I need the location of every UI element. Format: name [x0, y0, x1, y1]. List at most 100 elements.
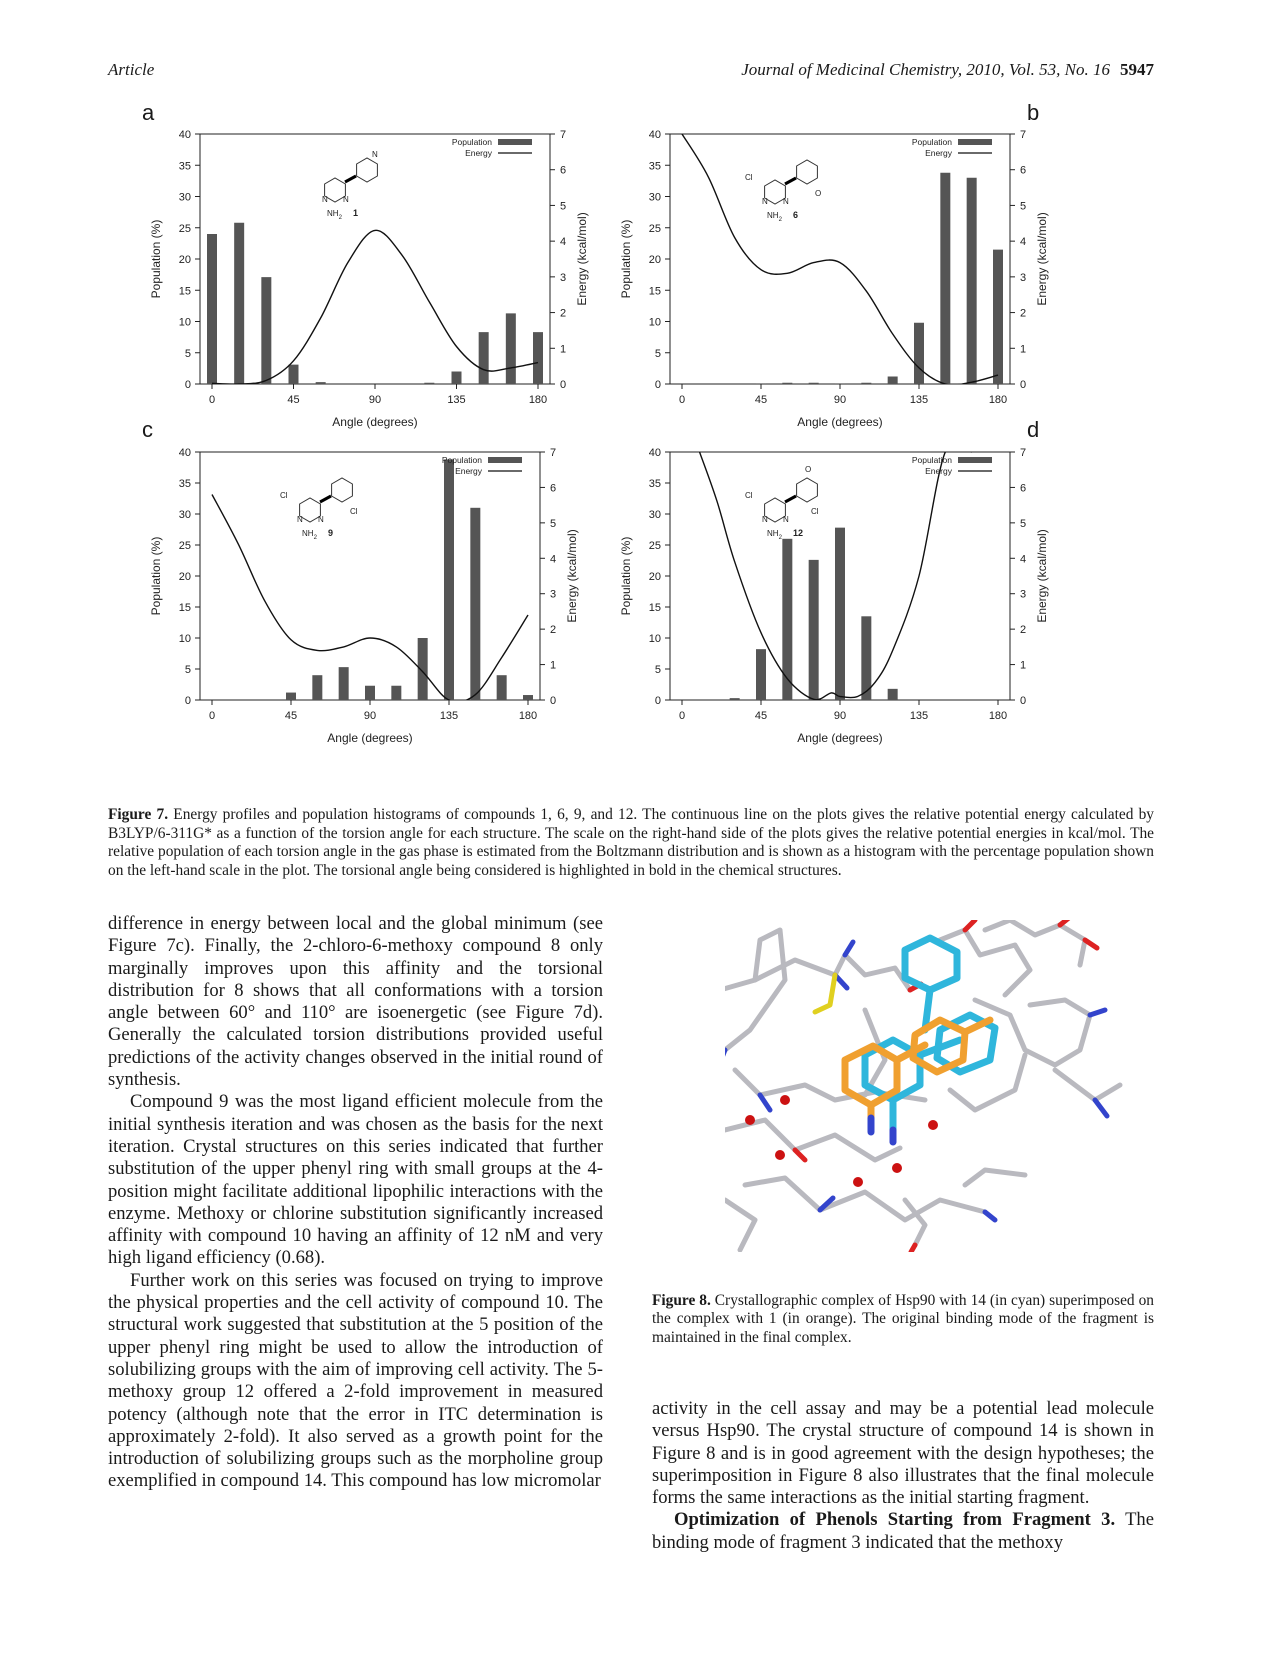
- legend-swatch-population: [958, 457, 992, 463]
- oxygen-label: O: [805, 465, 811, 474]
- population-bar: [756, 649, 766, 700]
- x-tick-label: 180: [519, 710, 537, 722]
- x-tick-label: 90: [834, 710, 846, 722]
- population-bar: [338, 667, 349, 700]
- panel-letter-a: a: [142, 100, 155, 125]
- amine-subscript: 2: [779, 217, 783, 223]
- y-left-tick-label: 10: [649, 633, 661, 645]
- population-bar: [914, 322, 924, 384]
- y-left-tick-label: 15: [179, 602, 191, 614]
- y-left-tick-label: 5: [655, 664, 661, 676]
- plot-frame: [199, 451, 541, 701]
- population-bar: [496, 675, 507, 700]
- upper-ring: [796, 477, 818, 503]
- population-bar: [505, 313, 516, 384]
- y-left-tick-label: 25: [649, 223, 661, 235]
- journal-name: Journal of Medicinal Chemistry, 2010, Vo…: [741, 60, 1110, 79]
- y-right-tick-label: 7: [1020, 129, 1026, 141]
- energy-line: [211, 229, 539, 384]
- population-bar: [729, 698, 740, 700]
- amine-label: NH2: [767, 529, 783, 541]
- x-tick-label: 135: [910, 710, 928, 722]
- y-left-tick-label: 25: [649, 540, 661, 552]
- y-left-tick-label: 35: [179, 160, 191, 172]
- pyrimidine-ring: [324, 177, 346, 203]
- ring-nitrogen-label: N: [318, 515, 324, 524]
- figure8-caption: Figure 8. Crystallographic complex of Hs…: [652, 1292, 1154, 1347]
- y-left-tick-label: 30: [649, 509, 661, 521]
- population-bar: [286, 692, 296, 700]
- energy-line: [698, 452, 972, 700]
- y-left-tick-label: 20: [179, 254, 191, 266]
- y-left-tick-label: 20: [649, 571, 661, 583]
- amine-subscript: 2: [779, 535, 783, 541]
- x-tick-label: 180: [529, 394, 547, 406]
- y-left-tick-label: 0: [655, 379, 661, 391]
- section-heading: Optimization of Phenols Starting from Fr…: [674, 1509, 1116, 1531]
- population-bar: [451, 371, 462, 384]
- compound-number-label: 1: [353, 208, 358, 218]
- right-paragraph-2: Optimization of Phenols Starting from Fr…: [652, 1509, 1154, 1554]
- population-bar: [835, 527, 845, 700]
- y-right-tick-label: 5: [550, 518, 556, 530]
- amine-label: NH2: [327, 209, 343, 221]
- legend-swatch-population: [498, 139, 532, 145]
- y-left-tick-label: 0: [655, 695, 661, 707]
- amine-label: NH2: [302, 529, 318, 541]
- y-right-tick-label: 6: [1020, 165, 1026, 177]
- torsion-bond-bold: [784, 176, 797, 186]
- legend-label-energy: Energy: [465, 148, 493, 158]
- y-left-tick-label: 5: [655, 348, 661, 360]
- y-axis-label-left: Population (%): [619, 220, 633, 299]
- population-bar: [782, 382, 793, 384]
- ligand-amine-nitrogen: [867, 1114, 897, 1146]
- y-left-tick-label: 0: [185, 379, 191, 391]
- population-bar: [523, 695, 533, 700]
- pyrimidine-ring: [764, 497, 786, 523]
- population-bar: [782, 538, 793, 700]
- right-paragraph-1: activity in the cell assay and may be a …: [652, 1398, 1154, 1509]
- x-axis-label: Angle (degrees): [797, 731, 882, 745]
- x-tick-label: 0: [209, 710, 215, 722]
- right-column: activity in the cell assay and may be a …: [652, 1398, 1154, 1554]
- y-right-tick-label: 6: [560, 165, 566, 177]
- figure8-caption-label: Figure 8.: [652, 1292, 711, 1309]
- legend-swatch-population: [488, 457, 522, 463]
- y-left-tick-label: 15: [179, 285, 191, 297]
- population-bar: [887, 376, 898, 384]
- page-number: 5947: [1120, 60, 1154, 79]
- population-bar: [207, 234, 217, 384]
- legend-label-population: Population: [442, 455, 482, 465]
- amine-subscript: 2: [314, 535, 318, 541]
- plot-frame: [669, 133, 1011, 385]
- legend-label-population: Population: [912, 455, 952, 465]
- ring-nitrogen-label: N: [322, 195, 328, 204]
- chlorine-label: Cl: [745, 173, 753, 182]
- y-right-tick-label: 1: [550, 660, 556, 672]
- figure8-crystal-structure-image: [725, 920, 1125, 1252]
- sulfur-atom: [812, 972, 838, 1015]
- energy-line: [681, 134, 999, 384]
- panel-letter-d: d: [1027, 417, 1040, 442]
- population-bar: [808, 559, 819, 700]
- y-left-tick-label: 30: [179, 192, 191, 204]
- y-right-tick-label: 6: [1020, 482, 1026, 494]
- y-left-tick-label: 5: [185, 664, 191, 676]
- protein-sticks: [725, 920, 1123, 1252]
- y-left-tick-label: 0: [185, 695, 191, 707]
- y-right-tick-label: 1: [560, 343, 566, 355]
- population-bar: [424, 382, 435, 384]
- x-axis-label: Angle (degrees): [332, 415, 417, 429]
- y-right-tick-label: 5: [560, 200, 566, 212]
- right-paragraph-2-text: The binding mode of fragment 3 indicated…: [652, 1509, 1154, 1553]
- x-tick-label: 90: [834, 394, 846, 406]
- y-right-tick-label: 0: [1020, 379, 1026, 391]
- y-left-tick-label: 35: [649, 160, 661, 172]
- legend-label-population: Population: [912, 137, 952, 147]
- pyrimidine-ring: [764, 179, 786, 205]
- left-paragraph-3: Further work on this series was focused …: [108, 1269, 603, 1492]
